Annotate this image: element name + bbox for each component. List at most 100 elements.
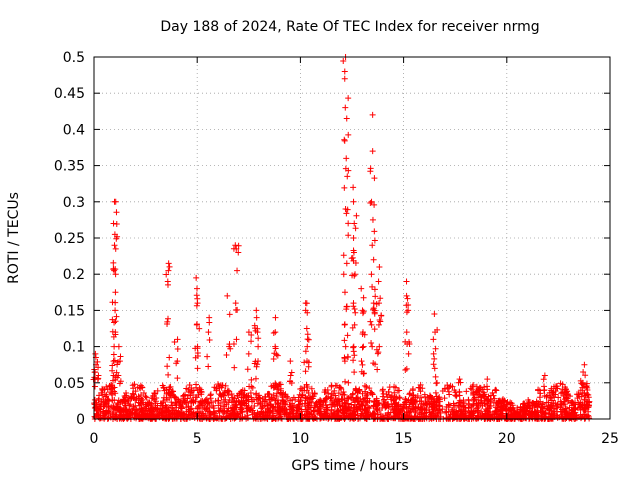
data-point [367, 389, 374, 396]
data-point [345, 95, 352, 102]
data-point [344, 206, 351, 213]
data-point [196, 408, 203, 415]
data-point [133, 395, 140, 402]
data-point [252, 375, 259, 382]
data-point [359, 310, 366, 317]
data-point [491, 395, 498, 402]
data-point [446, 414, 453, 421]
data-point [383, 403, 390, 410]
data-point [353, 406, 360, 413]
data-point [566, 404, 573, 411]
data-point [367, 200, 374, 207]
data-point [522, 411, 529, 418]
data-point [109, 299, 116, 306]
data-point [339, 392, 346, 399]
data-point [130, 391, 137, 398]
data-point [433, 405, 440, 412]
data-point [553, 403, 560, 410]
data-point [186, 389, 193, 396]
data-point [387, 409, 394, 416]
data-point [205, 400, 212, 407]
data-point [97, 403, 104, 410]
data-point [164, 281, 171, 288]
data-point [228, 391, 235, 398]
data-point [194, 285, 201, 292]
data-point [288, 369, 295, 376]
data-point [287, 403, 294, 410]
data-point [432, 373, 439, 380]
data-point [504, 401, 511, 408]
data-point [248, 331, 255, 338]
data-point [471, 395, 478, 402]
data-point [197, 386, 204, 393]
data-point [196, 402, 203, 409]
data-point [349, 254, 356, 261]
data-point [433, 412, 440, 419]
data-point [216, 382, 223, 389]
data-point [174, 336, 181, 343]
data-point [342, 343, 349, 350]
data-point [418, 411, 425, 418]
data-point [426, 409, 433, 416]
data-point [535, 386, 542, 393]
data-point [226, 388, 233, 395]
data-point [439, 406, 446, 413]
data-point [138, 401, 145, 408]
data-point [490, 392, 497, 399]
data-point [196, 325, 203, 332]
data-point [366, 404, 373, 411]
data-point [112, 245, 119, 252]
data-point [339, 396, 346, 403]
data-point [404, 340, 411, 347]
data-point [205, 363, 212, 370]
data-point [211, 410, 218, 417]
data-point [175, 398, 182, 405]
data-point [252, 414, 259, 421]
data-point [120, 406, 127, 413]
x-tick-label: 0 [90, 431, 99, 447]
data-point [349, 391, 356, 398]
x-tick-label: 10 [291, 431, 309, 447]
data-point [331, 403, 338, 410]
chart-title: Day 188 of 2024, Rate Of TEC Index for r… [160, 19, 539, 35]
data-point [91, 383, 98, 390]
data-point [221, 398, 228, 405]
data-point [351, 272, 358, 279]
data-point [442, 408, 449, 415]
data-point [338, 395, 345, 402]
data-point [314, 409, 321, 416]
axes: 0 5 10 15 20 25 0 0.05 0.1 0.15 0.2 0.25 0.3 0.35 0.4 0… [54, 50, 619, 447]
data-point [473, 388, 480, 395]
data-point [137, 385, 144, 392]
data-point [103, 407, 110, 414]
data-point [466, 400, 473, 407]
data-point [434, 411, 441, 418]
data-point [185, 403, 192, 410]
data-point [392, 393, 399, 400]
y-tick-label: 0.1 [63, 340, 85, 356]
data-point [550, 389, 557, 396]
data-point [180, 392, 187, 399]
data-point [578, 380, 585, 387]
data-point [99, 385, 106, 392]
data-point [549, 389, 556, 396]
data-point [334, 408, 341, 415]
data-point [98, 389, 105, 396]
data-point [350, 348, 357, 355]
data-point [350, 357, 357, 364]
data-point [581, 361, 588, 368]
data-point [410, 391, 417, 398]
data-point [450, 410, 457, 417]
data-point [198, 412, 205, 419]
data-point [225, 392, 232, 399]
data-point [342, 404, 349, 411]
data-point [304, 343, 311, 350]
data-point [232, 300, 239, 307]
data-point [303, 325, 310, 332]
data-point [206, 319, 213, 326]
data-point [446, 384, 453, 391]
grid-lines [94, 57, 610, 419]
data-point [558, 390, 565, 397]
data-point [194, 365, 201, 372]
data-point [351, 306, 358, 313]
